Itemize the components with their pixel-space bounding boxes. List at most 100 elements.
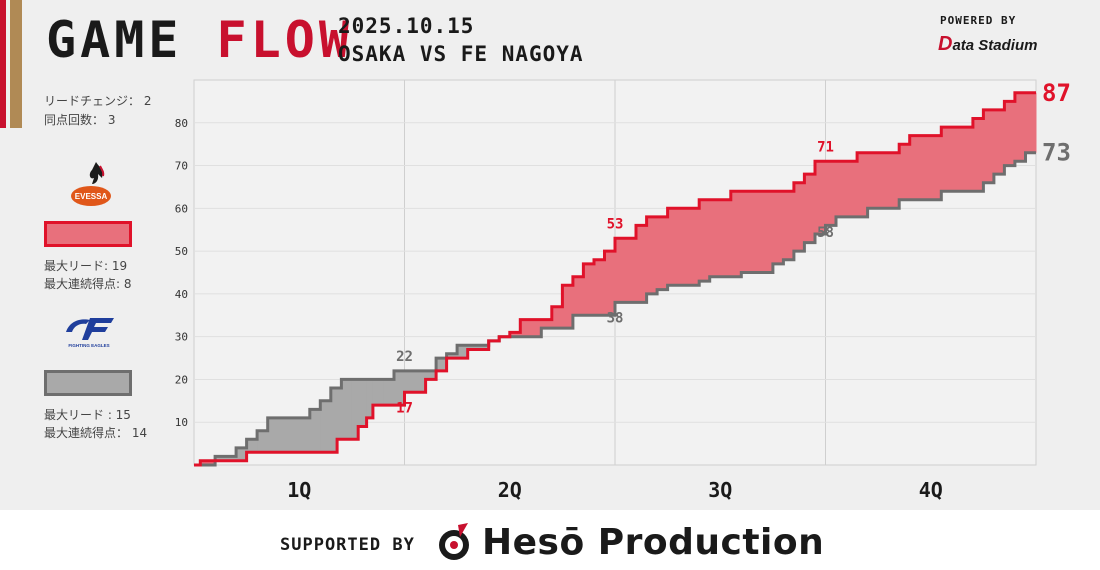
game-date: 2025.10.15: [338, 14, 475, 38]
heso-production-logo: Hesō Production: [436, 522, 824, 563]
matchup: OSAKA VS FE NAGOYA: [338, 42, 584, 66]
home-lead-area: [200, 460, 206, 465]
away-score-line: [194, 151, 1036, 467]
home-lead-area: [836, 161, 848, 217]
away-lead-area: [372, 379, 384, 406]
away-max-lead: 最大リード : 15: [44, 408, 131, 422]
footer: SUPPORTED BY Hesō Production: [0, 510, 1100, 570]
home-lead-area: [762, 191, 774, 273]
home-lead-area: [899, 144, 911, 200]
quarter-label: 3Q: [708, 478, 732, 502]
quarter-label: 1Q: [287, 478, 311, 502]
home-lead-area: [646, 216, 658, 294]
home-lead-area: [520, 319, 532, 337]
home-lead-area: [825, 161, 837, 226]
ties-count: 同点回数： 3: [44, 113, 116, 127]
home-lead-area: [583, 263, 595, 316]
away-lead-area: [246, 439, 258, 453]
away-lead-area: [415, 370, 427, 393]
home-lead-area: [688, 208, 700, 286]
away-lead-area: [236, 447, 248, 461]
home-lead-area: [720, 199, 732, 277]
header-accent-bar-gold: [10, 0, 22, 128]
home-lead-area: [793, 182, 805, 252]
home-lead-area: [551, 306, 563, 329]
away-lead-area: [337, 388, 342, 440]
away-quarter-score: 38: [607, 310, 624, 326]
away-lead-area: [383, 379, 395, 406]
home-lead-area: [909, 135, 932, 200]
y-tick-label: 80: [175, 117, 188, 130]
lead-changes: リードチェンジ： 2: [44, 94, 152, 108]
home-quarter-score: 87: [1042, 79, 1071, 107]
home-quarter-score: 17: [396, 400, 413, 416]
fighting-eagles-logo: FIGHTING EAGLES: [60, 314, 118, 354]
home-lead-area: [541, 319, 553, 329]
away-lead-area: [436, 358, 448, 371]
away-lead-area: [309, 409, 321, 453]
home-max-lead: 最大リード: 19: [44, 259, 128, 273]
header-accent-bar: [0, 0, 6, 128]
y-tick-label: 10: [175, 416, 188, 429]
y-tick-label: 30: [175, 331, 188, 344]
home-lead-area: [709, 199, 721, 277]
away-lead-area: [299, 417, 311, 453]
away-lead-area: [478, 345, 490, 350]
home-lead-area: [857, 152, 869, 217]
away-lead-area: [219, 456, 237, 461]
home-lead-area: [983, 109, 995, 183]
data-stadium-logo: Data Stadium: [938, 33, 1037, 56]
away-lead-area: [351, 379, 359, 440]
away-lead-area: [257, 430, 269, 453]
away-quarter-score: 58: [817, 225, 834, 241]
away-lead-area: [320, 400, 332, 453]
chart-axes: 10 20 30 40 50 60 70 80 1Q 2Q 3Q 4Q: [175, 117, 943, 502]
home-lead-area: [730, 191, 742, 277]
home-legend-swatch: [44, 221, 132, 247]
home-lead-area: [509, 332, 521, 337]
home-lead-area: [941, 127, 963, 192]
home-lead-area: [667, 208, 690, 286]
home-lead-area: [930, 135, 942, 200]
away-lead-area: [393, 370, 405, 406]
data-stadium-initial: D: [938, 33, 953, 55]
away-lead-area: [215, 456, 220, 461]
y-tick-label: 50: [175, 245, 188, 258]
away-lead-area: [425, 370, 437, 380]
chart-areas: [200, 92, 1037, 465]
home-lead-area: [972, 118, 984, 192]
home-lead-area: [204, 460, 216, 465]
heso-icon: [439, 522, 469, 560]
home-lead-area: [814, 161, 826, 234]
home-lead-area: [804, 174, 816, 243]
away-lead-area: [267, 417, 300, 453]
y-tick-label: 20: [175, 373, 188, 386]
away-lead-area: [446, 353, 458, 359]
home-lead-area: [1025, 92, 1037, 153]
evessa-logo: EVESSA: [66, 160, 116, 214]
home-lead-area: [772, 191, 784, 264]
away-max-run: 最大連続得点： 14: [44, 426, 148, 440]
y-tick-label: 40: [175, 288, 188, 301]
away-lead-area: [457, 345, 469, 359]
supported-by-label: SUPPORTED BY: [280, 535, 415, 555]
home-lead-area: [699, 199, 711, 282]
home-lead-area: [572, 276, 584, 316]
home-lead-area: [562, 285, 574, 329]
home-lead-area: [993, 109, 1005, 175]
title-game: GAME: [46, 11, 183, 69]
game-flow-chart: 10 20 30 40 50 60 70 80 1Q 2Q 3Q 4Q 17 53 71 87 22 38 58 7…: [175, 79, 1071, 502]
fighting-eagles-logo-text: FIGHTING EAGLES: [68, 343, 109, 348]
y-tick-label: 70: [175, 160, 188, 173]
chart-labels: 17 53 71 87 22 38 58 73: [396, 79, 1071, 416]
home-lead-area: [615, 238, 627, 303]
home-lead-area: [888, 152, 900, 209]
page-title: GAME FLOW: [46, 10, 353, 70]
heso-production-text: Hesō Production: [482, 522, 825, 563]
home-lead-area: [1004, 101, 1016, 166]
home-lead-area: [846, 161, 858, 217]
home-quarter-score: 53: [607, 216, 624, 232]
home-lead-area: [593, 259, 605, 316]
home-lead-area: [636, 225, 648, 303]
home-lead-area: [625, 238, 637, 303]
